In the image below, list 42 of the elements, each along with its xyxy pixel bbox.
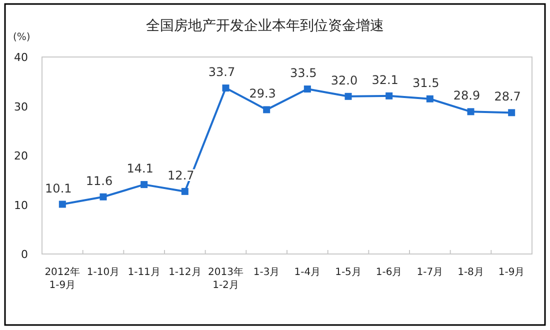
y-tick-label: 0: [21, 248, 28, 261]
data-label: 28.7: [494, 90, 521, 104]
x-tick-label: 1-6月: [376, 267, 402, 278]
x-tick-label: 2012年 1-9月: [44, 266, 80, 291]
data-label: 28.9: [453, 88, 480, 103]
point: [58, 200, 66, 208]
point: [467, 108, 474, 116]
data-label: 32.0: [330, 73, 358, 88]
x-tick-label: 1-4月: [294, 267, 321, 278]
y-tick-label: 20: [14, 150, 28, 162]
data-label: 10.1: [45, 181, 72, 196]
point: [263, 106, 270, 114]
x-tick-label: 1-5月: [335, 267, 362, 278]
x-tick-label: 1-12月: [168, 267, 202, 278]
x-tick-label: 1-11月: [128, 267, 160, 278]
x-tick-label: 2013年 1-2月: [208, 266, 244, 291]
x-tick-label: 1-10月: [86, 267, 120, 278]
point: [386, 92, 393, 100]
point: [426, 95, 434, 102]
x-tick-label: 1-8月: [458, 267, 484, 278]
data-label: 11.6: [86, 174, 113, 188]
y-tick-label: 30: [14, 100, 28, 114]
data-label: 14.1: [126, 162, 154, 176]
point: [100, 193, 107, 200]
point: [222, 84, 230, 92]
data-label: 33.7: [208, 65, 236, 80]
data-label: 29.3: [249, 86, 276, 101]
y-tick-label: 10: [14, 198, 28, 212]
x-tick-label: 1-7月: [416, 267, 444, 278]
y-tick-label: 40: [14, 51, 28, 64]
y-axis-title: (%): [13, 32, 30, 43]
x-tick-label: 1-3月: [253, 267, 280, 278]
data-label: 33.5: [290, 66, 317, 80]
point: [304, 86, 311, 93]
point: [181, 188, 188, 195]
point: [508, 109, 516, 116]
chart-title: 全国房地产开发企业本年到位资金增速: [146, 18, 384, 34]
x-tick-label: 1-9月: [498, 267, 525, 278]
point: [344, 92, 352, 100]
point: [140, 181, 148, 188]
data-label: 32.1: [372, 72, 398, 87]
data-label: 31.5: [412, 76, 440, 90]
